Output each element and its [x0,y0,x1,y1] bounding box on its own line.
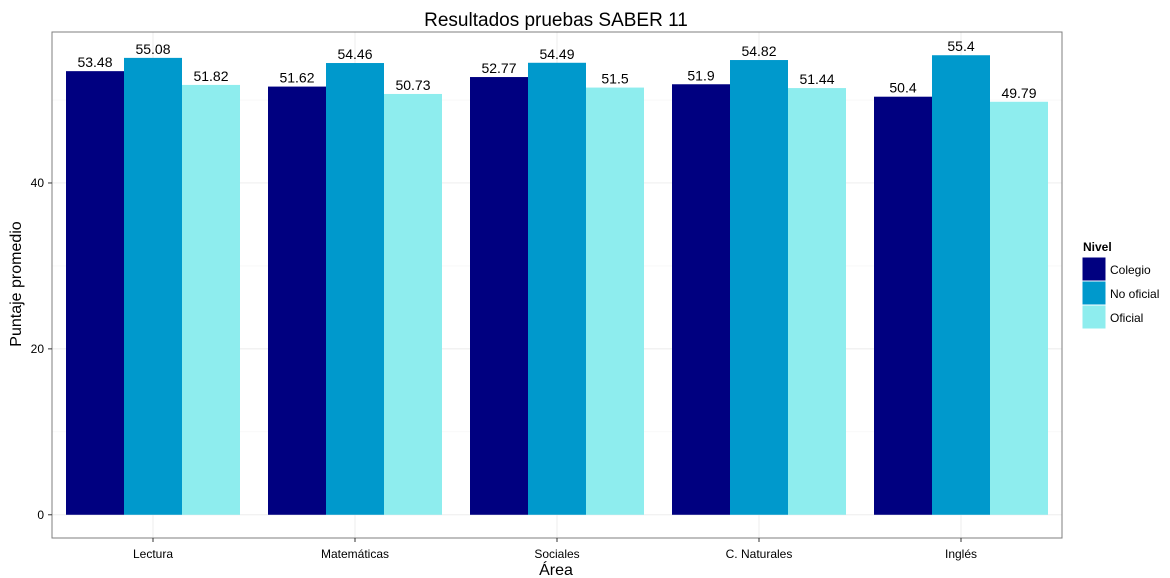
data-label: 50.73 [395,77,430,93]
x-tick-label: Matemáticas [321,547,389,561]
data-label: 53.48 [77,54,112,70]
data-label: 54.82 [741,43,776,59]
bar-no-oficial-1 [326,63,384,515]
data-label: 54.46 [337,46,372,62]
x-tick-label: Sociales [534,547,579,561]
bar-colegio-0 [66,71,124,515]
bar-colegio-1 [268,86,326,515]
legend-key [1081,304,1107,330]
bar-no-oficial-2 [528,62,586,515]
data-label: 51.5 [601,71,628,87]
legend-title: Nivel [1083,240,1112,254]
bar-oficial-4 [990,101,1048,515]
legend-key [1081,256,1107,282]
y-tick-label: 0 [37,508,44,522]
data-label: 51.9 [687,67,714,83]
bar-oficial-0 [182,84,240,515]
bar-oficial-1 [384,93,442,515]
data-label: 51.44 [799,71,834,87]
data-label: 51.82 [193,68,228,84]
legend: Nivel Colegio No oficial Oficial [1081,240,1159,330]
plot-area: 53.48 51.62 52.77 51.9 50.4 55.08 54.46 54.49 54… [31,31,1063,561]
bar-colegio-4 [874,96,932,515]
legend-key [1081,280,1107,306]
legend-label: Oficial [1110,311,1143,325]
bar-no-oficial-3 [730,60,788,515]
y-axis-title: Puntaje promedio [8,221,25,347]
data-label: 54.49 [539,46,574,62]
x-tick-label: Lectura [133,547,173,561]
data-label: 52.77 [481,60,516,76]
legend-label: Colegio [1110,263,1151,277]
data-label: 51.62 [279,70,314,86]
bar-no-oficial-4 [932,55,990,515]
data-label: 55.08 [135,41,170,57]
data-label: 49.79 [1001,85,1036,101]
y-tick-label: 40 [31,176,45,190]
data-label: 55.4 [947,38,974,54]
bar-oficial-2 [586,87,644,515]
legend-label: No oficial [1110,287,1159,301]
x-tick-label: Inglés [945,547,977,561]
x-axis-title: Área [539,560,573,578]
data-label: 50.4 [889,80,916,96]
x-tick-label: C. Naturales [726,547,793,561]
bar-colegio-2 [470,77,528,515]
bar-oficial-3 [788,88,846,515]
bar-colegio-3 [672,84,730,515]
bar-no-oficial-0 [124,57,182,515]
chart-title: Resultados pruebas SABER 11 [424,10,688,31]
y-tick-label: 20 [31,342,45,356]
